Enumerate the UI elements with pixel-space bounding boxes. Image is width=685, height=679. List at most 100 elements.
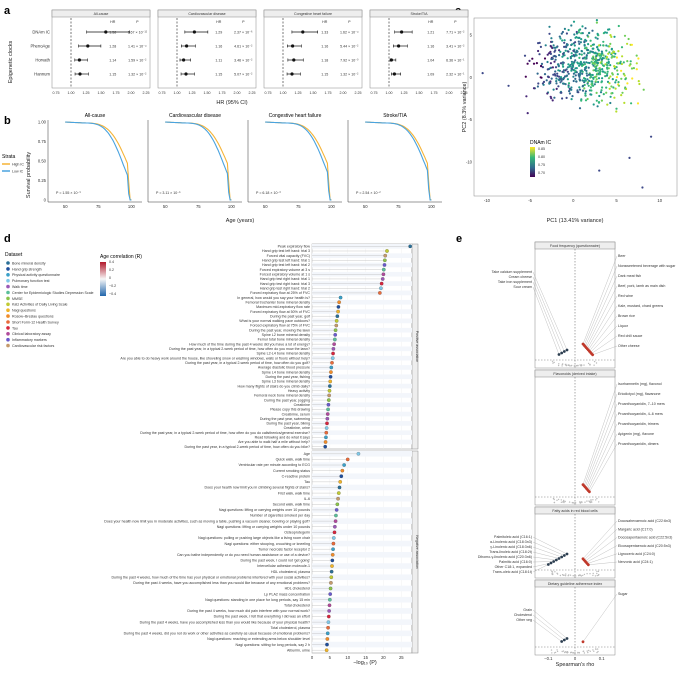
panel-d-item-label: Spine L2 bone mineral density: [262, 333, 311, 337]
panel-b-x-tick: 100: [428, 204, 436, 209]
pca-point: [609, 42, 612, 46]
panel-a-x-tick: 1.25: [189, 91, 196, 95]
panel-e-item-label-left: Take iron supplement: [498, 280, 532, 284]
pca-point: [561, 97, 564, 100]
panel-e-point-ns: [573, 575, 576, 577]
pca-point: [620, 62, 624, 66]
panel-d-point: [381, 272, 386, 277]
panel-d-point: [331, 541, 336, 546]
panel-a-p-value: 5.44 × 10⁻²: [340, 44, 359, 48]
pca-point: [629, 60, 632, 63]
pca-point: [610, 52, 614, 55]
panel-d-item-label: During the past 4 weeks, how much of the…: [111, 575, 310, 579]
panel-a-hr-point: [400, 30, 404, 34]
pca-point: [558, 54, 561, 57]
panel-d-point: [326, 614, 331, 619]
panel-e-facet-title: Food frequency (questionnaire): [550, 244, 600, 248]
panel-d-point: [326, 402, 331, 407]
pca-point: [572, 20, 576, 23]
dataset-legend-swatch: [6, 332, 10, 336]
panel-e-point-ns: [554, 571, 556, 573]
pca-point: [554, 66, 558, 69]
pca-point: [600, 52, 604, 55]
panel-a-hr-point: [291, 44, 295, 48]
pca-point: [608, 45, 611, 48]
pca-point: [584, 90, 588, 93]
pca-point: [572, 75, 575, 78]
panel-e-point-ns: [557, 364, 560, 367]
pca-point: [598, 169, 601, 172]
panel-d-point: [383, 253, 388, 258]
panel-e-point-negative: [549, 561, 553, 565]
pca-point: [610, 56, 613, 59]
panel-d-point: [345, 457, 350, 462]
pca-point: [565, 96, 568, 99]
ic-colorbar: [530, 147, 535, 177]
pca-point: [599, 70, 602, 73]
panel-d-point: [335, 314, 340, 319]
panel-d-row-band: [312, 507, 412, 513]
pca-point: [630, 43, 634, 46]
panel-e-item-label-left: Sour cream: [513, 285, 532, 289]
panel-d-item-label: How much of the time during the past 4 w…: [189, 342, 310, 346]
pca-point: [615, 66, 618, 69]
pca-point: [570, 54, 574, 58]
panel-a-p-header: P: [136, 20, 139, 24]
panel-e-point-ns: [559, 574, 562, 577]
panel-e-label-leader: [532, 614, 565, 641]
dataset-legend-swatch: [6, 314, 10, 318]
pca-point: [590, 93, 593, 96]
panel-d-item-label: Femoral neck bone mineral density: [254, 394, 310, 398]
pca-point: [581, 79, 584, 82]
panel-e-label-leader: [588, 561, 618, 565]
panel-a-hr-point: [389, 58, 393, 62]
pca-point: [581, 31, 584, 35]
pca-point: [584, 77, 587, 80]
panel-e-point-ns: [573, 652, 575, 654]
pca-point: [605, 44, 608, 47]
panel-d-row-band: [312, 563, 412, 569]
panel-e-item-label-right: Beef, pork, lamb as main dish: [618, 284, 665, 288]
panel-d-point: [379, 281, 384, 286]
pca-point: [609, 75, 612, 78]
pca-point: [573, 44, 576, 47]
pca-point: [555, 87, 558, 90]
pca-point: [577, 29, 581, 32]
pca-point: [563, 45, 566, 49]
panel-b-facet-title: Congestive heart failure: [269, 113, 322, 119]
pca-point: [605, 56, 609, 59]
panel-e-item-label-left: Trans-oleic acid (C18:1t): [493, 570, 532, 574]
pca-point: [581, 84, 585, 87]
panel-a-facet-strip: [263, 9, 363, 18]
panel-a-hr-value: 1.58: [109, 30, 116, 34]
panel-e-point-ns: [596, 574, 598, 577]
pca-point: [561, 55, 564, 58]
panel-d-item-label: Second walk, walk time: [273, 503, 310, 507]
panel-a-x-tick: 1.50: [416, 91, 423, 95]
panel-e-point-ns: [567, 651, 569, 653]
panel-d-item-label: HDL cholesterol: [285, 587, 311, 591]
dataset-legend-label: Tau: [12, 326, 18, 330]
pca-point: [570, 86, 573, 89]
panel-c-xlabel: PC1 (13.41% variance): [547, 218, 604, 224]
panel-a-hr-header: HR: [110, 20, 116, 24]
panel-a-clock-label: Horvath: [35, 58, 50, 63]
panel-e-item-label-right: Red wine: [618, 294, 633, 298]
panel-e-point-ns: [596, 572, 598, 575]
panel-e-item-label-left: α-Linolenic acid (C18:3n3): [490, 540, 532, 544]
pca-point: [580, 32, 583, 35]
panel-d-item-label: Lp PLA2 mass concentration: [264, 592, 310, 596]
panel-b-x-tick: 50: [163, 204, 168, 209]
panel-a-clock-label: DNAm IC: [32, 30, 50, 35]
panel-e-point-ns: [580, 364, 583, 366]
panel-e-point-ns: [551, 652, 553, 654]
panel-a-facet-title: All-cause: [94, 12, 109, 16]
pca-point: [569, 57, 573, 60]
pca-point: [604, 63, 607, 66]
panel-d-item-label: During the past year, jogging: [264, 398, 310, 402]
panel-a-p-header: P: [242, 20, 245, 24]
panel-e-label-leader: [582, 520, 618, 559]
pca-point: [591, 57, 594, 60]
panel-e-point-ns: [561, 365, 563, 367]
pca-point: [589, 86, 593, 89]
